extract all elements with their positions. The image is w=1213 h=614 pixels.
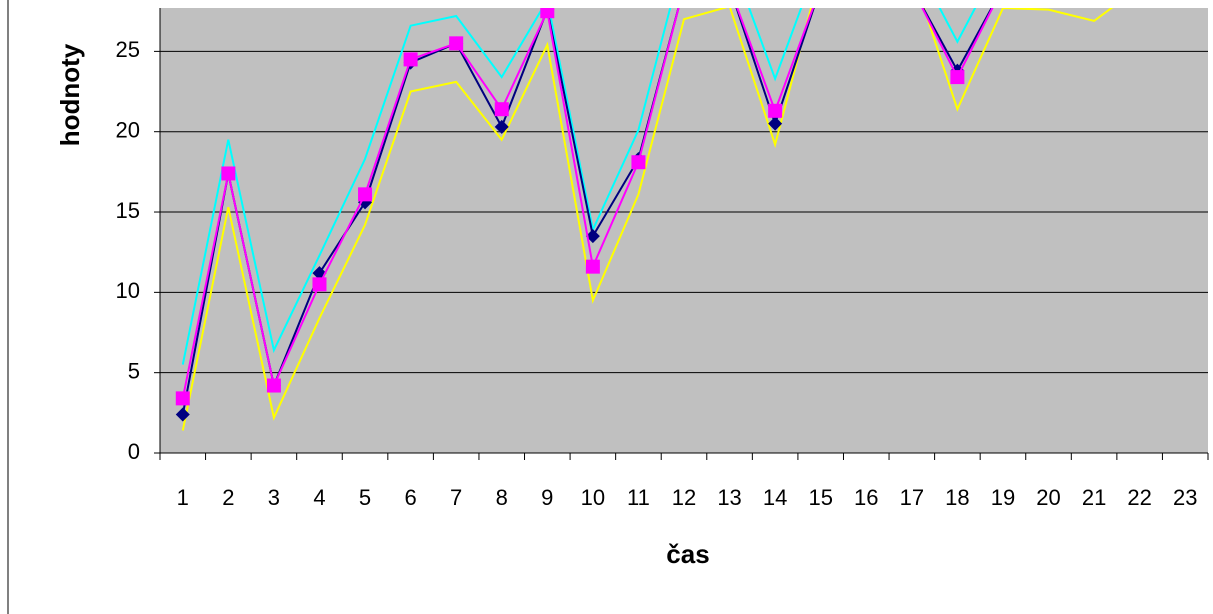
x-tick-label: 12 <box>672 485 696 510</box>
x-tick-label: 8 <box>496 485 508 510</box>
x-tick-label: 1 <box>177 485 189 510</box>
x-tick-label: 4 <box>313 485 325 510</box>
square-marker <box>768 103 783 118</box>
square-marker <box>950 70 965 85</box>
y-tick-label: 25 <box>116 37 140 62</box>
y-tick-label: 15 <box>116 198 140 223</box>
x-tick-label: 22 <box>1127 485 1151 510</box>
x-tick-label: 7 <box>450 485 462 510</box>
square-marker <box>631 155 646 170</box>
series-line <box>181 8 994 399</box>
x-tick-label: 5 <box>359 485 371 510</box>
x-tick-label: 13 <box>717 485 741 510</box>
x-tick-label: 10 <box>581 485 605 510</box>
y-tick-label: 10 <box>116 278 140 303</box>
diamond-marker <box>768 116 783 131</box>
x-tick-label: 19 <box>991 485 1015 510</box>
square-marker <box>449 36 464 51</box>
y-tick-label: 5 <box>128 358 140 383</box>
x-tick-label: 6 <box>404 485 416 510</box>
x-tick-label: 18 <box>945 485 969 510</box>
square-marker <box>358 187 373 202</box>
y-tick-label: 0 <box>128 439 140 464</box>
x-tick-label: 20 <box>1036 485 1060 510</box>
square-marker <box>266 378 281 393</box>
x-tick-label: 23 <box>1173 485 1197 510</box>
plot-area <box>160 8 1208 453</box>
y-tick-label: 20 <box>116 118 140 143</box>
x-tick-label: 11 <box>627 485 650 510</box>
square-marker <box>540 8 555 19</box>
x-tick-label: 21 <box>1082 485 1106 510</box>
x-tick-label: 9 <box>541 485 553 510</box>
square-marker <box>312 277 327 292</box>
series-line <box>181 8 1114 431</box>
diamond-marker <box>494 119 509 134</box>
series-line <box>181 8 977 365</box>
x-tick-label: 14 <box>763 485 787 510</box>
x-tick-label: 15 <box>808 485 832 510</box>
square-marker <box>175 391 190 406</box>
x-tick-label: 16 <box>854 485 878 510</box>
square-marker <box>494 102 509 117</box>
square-marker <box>221 166 236 181</box>
plot <box>175 8 1114 431</box>
x-tick-label: 2 <box>222 485 234 510</box>
x-tick-label: 3 <box>268 485 280 510</box>
square-marker <box>403 52 418 67</box>
diamond-marker <box>175 407 190 422</box>
diamond-marker <box>585 229 600 244</box>
x-tick-label: 17 <box>900 485 924 510</box>
y-axis-title: hodnoty <box>55 43 85 146</box>
square-marker <box>585 259 600 274</box>
x-axis-title: čas <box>666 539 709 569</box>
